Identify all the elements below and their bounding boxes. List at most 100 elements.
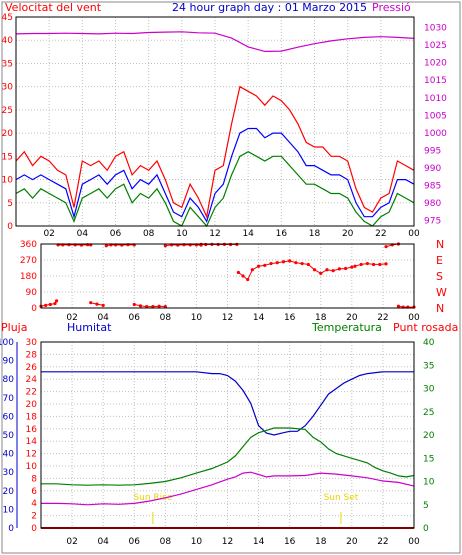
direction-point: [300, 261, 304, 266]
x-tick-label: 12: [209, 229, 220, 239]
direction-point: [384, 262, 388, 266]
wind-y-tick-label: 40: [2, 36, 14, 46]
humidity-y-tick-label: 40: [3, 450, 15, 460]
temp-y-tick-label: 30: [423, 385, 435, 395]
direction-y-tick-label: 0: [31, 304, 37, 314]
x-tick-label: 18: [315, 537, 327, 547]
x-tick-label: 06: [129, 313, 141, 323]
direction-point: [294, 261, 298, 265]
temp-y-tick-label: 35: [423, 361, 434, 371]
direction-panel-frame: [40, 243, 415, 309]
direction-point: [204, 242, 208, 247]
direction-point: [256, 264, 261, 268]
rain-y-tick-label: 16: [26, 425, 38, 435]
direction-point: [325, 268, 329, 272]
direction-point: [396, 304, 401, 308]
x-tick-label: 00: [408, 537, 420, 547]
direction-point: [365, 261, 369, 266]
direction-point: [216, 242, 220, 247]
humidity-y-tick-label: 20: [3, 487, 15, 497]
gust-series: [15, 85, 415, 219]
rain-y-tick-label: 22: [26, 388, 37, 398]
x-tick-label: 14: [253, 537, 265, 547]
dew-series: [41, 471, 415, 506]
rain-y-tick-label: 12: [26, 450, 37, 460]
humidity-y-tick-label: 100: [0, 338, 14, 348]
x-tick-label: 20: [342, 229, 354, 239]
direction-point: [319, 271, 323, 275]
direction-y-tick-label: 180: [20, 272, 37, 282]
humidity-y-tick-label: 70: [3, 394, 15, 404]
wind-y-tick-label: 25: [2, 106, 13, 116]
rain-y-tick-label: 6: [31, 487, 37, 497]
direction-point: [281, 260, 286, 264]
x-tick-label: 10: [191, 537, 203, 547]
temp-y-tick-label: 0: [423, 524, 429, 534]
wind-speed-label: Velocitat del vent: [5, 1, 102, 14]
x-tick-label: 22: [375, 229, 386, 239]
x-tick-label: 20: [346, 313, 358, 323]
x-tick-label: 02: [43, 229, 54, 239]
wind-y-tick-label: 30: [2, 83, 14, 93]
average-series: [15, 127, 415, 223]
direction-point: [145, 304, 149, 309]
direction-point: [312, 268, 317, 272]
pressure-y-tick-label: 1015: [424, 76, 447, 86]
x-tick-label: 08: [143, 229, 155, 239]
x-tick-label: 22: [377, 537, 388, 547]
compass-label: N: [436, 302, 444, 315]
wind-panel-frame: [15, 16, 415, 227]
x-tick-label: 08: [160, 313, 172, 323]
rain-y-tick-label: 30: [26, 338, 38, 348]
wind-y-tick-label: 5: [7, 199, 13, 209]
panels: 0510152025303540459759809859909951000100…: [0, 13, 447, 547]
x-tick-label: 02: [66, 537, 77, 547]
direction-point: [151, 304, 155, 309]
x-tick-label: 04: [97, 313, 109, 323]
temp-y-tick-label: 20: [423, 431, 435, 441]
pressure-y-tick-label: 1020: [424, 59, 447, 69]
direction-y-tick-label: 360: [20, 240, 37, 250]
pressure-y-tick-label: 1030: [424, 24, 447, 34]
direction-point: [337, 267, 341, 271]
pressure-y-tick-label: 985: [424, 182, 441, 192]
temperature-label: Temperatura: [311, 321, 382, 334]
direction-point: [229, 242, 233, 247]
temperature-series: [41, 427, 415, 486]
direction-point: [236, 270, 240, 275]
x-tick-label: 02: [66, 313, 77, 323]
pressure-y-tick-label: 995: [424, 146, 441, 156]
rain-y-tick-label: 4: [31, 499, 37, 509]
humidity-y-tick-label: 90: [3, 357, 15, 367]
direction-point: [350, 265, 354, 269]
direction-point: [101, 303, 105, 307]
direction-point: [241, 274, 245, 278]
direction-point: [344, 266, 348, 271]
x-tick-label: 14: [253, 313, 265, 323]
sunrise-label: Sun Rise: [133, 493, 172, 503]
direction-point: [163, 244, 167, 248]
x-tick-label: 14: [242, 229, 254, 239]
pressure-y-tick-label: 1025: [424, 41, 447, 51]
x-tick-label: 00: [408, 313, 420, 323]
direction-point: [54, 299, 59, 303]
wind-y-tick-label: 0: [7, 222, 13, 232]
direction-point: [95, 302, 99, 306]
humidity-y-tick-label: 30: [3, 468, 15, 478]
direction-point: [288, 259, 292, 263]
rain-y-tick-label: 24: [26, 375, 38, 385]
direction-point: [250, 268, 254, 272]
rain-y-tick-label: 8: [31, 474, 37, 484]
compass-label: N: [436, 238, 444, 251]
rain-y-tick-label: 0: [31, 524, 37, 534]
rain-label: Pluja: [1, 321, 27, 334]
pressure-series: [15, 31, 415, 53]
wind-y-tick-label: 45: [2, 13, 13, 23]
direction-point: [353, 264, 357, 268]
wind-y-tick-label: 35: [2, 59, 13, 69]
x-tick-label: 08: [160, 537, 172, 547]
pressure-y-tick-label: 1000: [424, 129, 447, 139]
pressure-y-tick-label: 1010: [424, 94, 447, 104]
chart-title: 24 hour graph day : 01 Marzo 2015: [172, 1, 367, 14]
